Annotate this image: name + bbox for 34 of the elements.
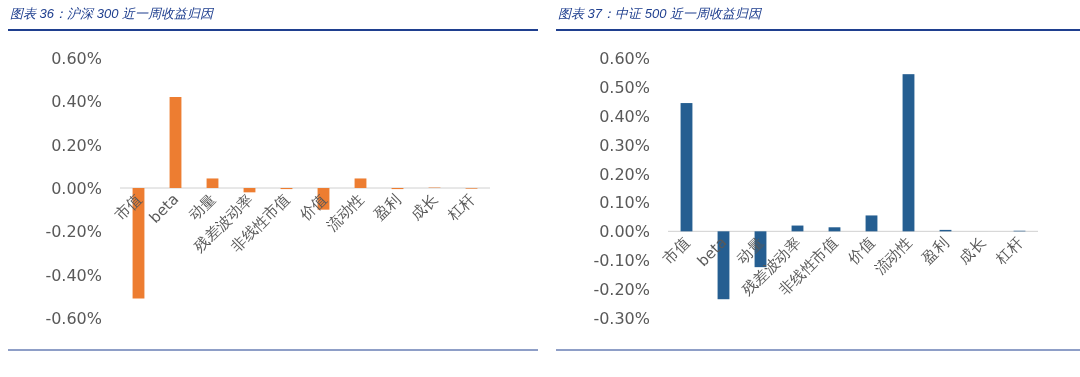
y-tick-label: -0.30% [593, 309, 650, 328]
bar [865, 215, 878, 232]
x-tick-label: 杠杆 [443, 190, 479, 225]
chart-title: 图表 36：沪深 300 近一周收益归因 [10, 6, 215, 21]
y-tick-label: 0.20% [51, 135, 102, 155]
y-tick-label: -0.60% [45, 309, 102, 328]
bar [169, 97, 182, 188]
bar [828, 227, 841, 232]
chart-title: 图表 37：中证 500 近一周收益归因 [558, 6, 763, 21]
y-tick-label: 0.10% [599, 193, 650, 213]
y-tick-label: 0.40% [51, 92, 102, 112]
y-tick-label: -0.20% [45, 222, 102, 242]
bar [902, 74, 915, 232]
y-tick-label: 0.00% [51, 179, 102, 198]
y-tick-label: -0.10% [593, 251, 650, 271]
bar [680, 103, 693, 232]
y-tick-label: 0.30% [599, 135, 650, 155]
y-tick-label: -0.40% [45, 265, 102, 285]
y-tick-label: 0.00% [599, 222, 650, 242]
y-tick-label: 0.50% [599, 77, 650, 97]
x-tick-label: 成长 [407, 190, 442, 225]
bar [354, 178, 367, 188]
y-tick-label: 0.20% [599, 164, 650, 184]
x-tick-label: 杠杆 [991, 233, 1027, 269]
y-tick-label: 0.60% [599, 49, 650, 68]
x-tick-label: 市值 [659, 233, 694, 268]
x-tick-label: 盈利 [918, 233, 953, 268]
y-tick-label: 0.60% [51, 49, 102, 68]
y-tick-label: -0.20% [593, 280, 650, 300]
x-tick-label: 市值 [111, 190, 146, 225]
y-tick-label: 0.40% [599, 106, 650, 126]
bar [206, 178, 219, 188]
x-tick-label: 成长 [955, 233, 990, 268]
x-tick-label: 盈利 [370, 190, 405, 225]
